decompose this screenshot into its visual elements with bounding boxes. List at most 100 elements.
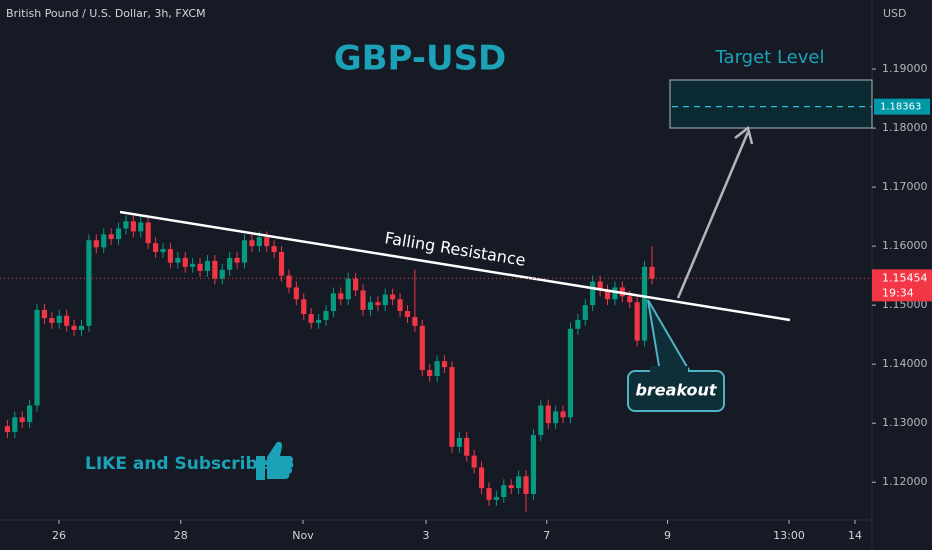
last-price-label: 1.15454 [882, 271, 928, 284]
candle-body [441, 361, 448, 368]
candle-body [264, 237, 270, 247]
candle-body [634, 302, 640, 341]
candle-body [493, 496, 499, 500]
candle-body [456, 437, 462, 447]
candle-body [152, 243, 159, 253]
candle-body [345, 278, 351, 300]
candle-body [34, 309, 40, 406]
target-box [669, 79, 873, 129]
target-price-badge [874, 98, 930, 115]
candle-body [138, 222, 144, 232]
candle-body [204, 260, 211, 271]
candle-body [197, 263, 203, 271]
y-tick-label: 1.15000 [882, 298, 928, 311]
candle-body [101, 234, 107, 248]
candle-body [545, 405, 551, 424]
candle-body [108, 234, 114, 240]
candle-body [478, 467, 485, 489]
candle-body [182, 257, 188, 267]
resistance-line [119, 210, 791, 322]
candle-body [130, 221, 136, 232]
candle-body [301, 299, 307, 315]
candle-body [604, 290, 611, 300]
candle-body [612, 287, 618, 300]
candle-body [167, 249, 173, 263]
candle-body [219, 269, 225, 279]
candle-body [627, 296, 633, 303]
x-tick-label: 3 [422, 529, 429, 542]
x-tick-label: 28 [174, 529, 188, 542]
candle-body [553, 411, 559, 424]
candle-body [175, 257, 181, 263]
candle-body [449, 367, 455, 447]
candle-body [382, 294, 388, 306]
candle-body [353, 278, 359, 291]
candle-body [434, 361, 440, 376]
candle-body [160, 249, 166, 253]
candle-body [27, 405, 33, 423]
chart-title: GBP-USD [334, 39, 507, 79]
candle-body [397, 299, 403, 312]
candle-body [590, 281, 596, 306]
candle-body [145, 222, 151, 244]
y-tick-label: 1.14000 [882, 357, 928, 370]
candle-body [508, 485, 514, 489]
candle-body [115, 228, 122, 240]
y-tick-label: 1.18000 [882, 121, 928, 134]
y-tick-label: 1.16000 [882, 239, 928, 252]
candle-body [338, 293, 344, 300]
candle-body [123, 221, 129, 229]
candle-body [649, 266, 655, 279]
candle-body [523, 476, 529, 495]
candle-body [190, 263, 196, 267]
candle-body [582, 305, 588, 320]
x-tick-label: 13:00 [773, 529, 805, 542]
candle-body [86, 240, 92, 326]
x-tick-label: 26 [52, 529, 66, 542]
candle-body [19, 417, 25, 423]
candle-body [375, 302, 381, 306]
candle-body [293, 287, 299, 300]
candle-body [567, 328, 574, 418]
target-arrow [676, 125, 754, 299]
candle-body [278, 252, 285, 276]
candle-body [390, 294, 396, 300]
candle-body [404, 311, 411, 317]
cta-text: LIKE and Subscribe [85, 454, 269, 474]
candle-body [412, 316, 418, 326]
candle-body [78, 325, 85, 330]
candle-body [227, 257, 233, 270]
candle-body [538, 405, 544, 436]
candle-body [367, 302, 374, 310]
candle-body [471, 455, 477, 468]
breakout-label: breakout [635, 381, 717, 400]
candle-body [315, 319, 322, 323]
candle-body [64, 315, 70, 326]
candle-body [41, 309, 48, 319]
candle-body [597, 281, 603, 291]
target-label: Target Level [715, 47, 825, 68]
y-tick-label: 1.12000 [882, 475, 928, 488]
candle-body [575, 319, 581, 329]
callout-joint [650, 366, 688, 374]
candle-body [256, 237, 262, 247]
candle-body [308, 314, 314, 323]
candle-body [360, 290, 366, 310]
candle-body [641, 266, 648, 341]
candle-body [234, 257, 240, 263]
candle-body [464, 437, 470, 456]
candle-body [330, 293, 336, 312]
last-price-badge [872, 269, 932, 302]
candle-body [56, 315, 62, 323]
x-tick-label: 14 [848, 529, 862, 542]
candle-body [12, 417, 18, 433]
candle-body [93, 240, 99, 248]
candle-body [427, 370, 433, 376]
y-tick-label: 1.13000 [882, 416, 928, 429]
symbol-header: British Pound / U.S. Dollar, 3h, FXCM [6, 7, 206, 20]
countdown-label: 19:34 [882, 286, 914, 299]
y-tick-label: 1.19000 [882, 62, 928, 75]
candle-body [516, 476, 522, 489]
